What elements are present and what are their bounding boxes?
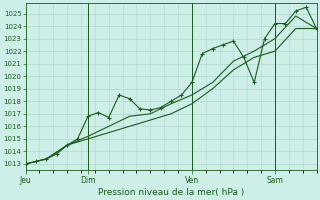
X-axis label: Pression niveau de la mer( hPa ): Pression niveau de la mer( hPa ) — [98, 188, 244, 197]
